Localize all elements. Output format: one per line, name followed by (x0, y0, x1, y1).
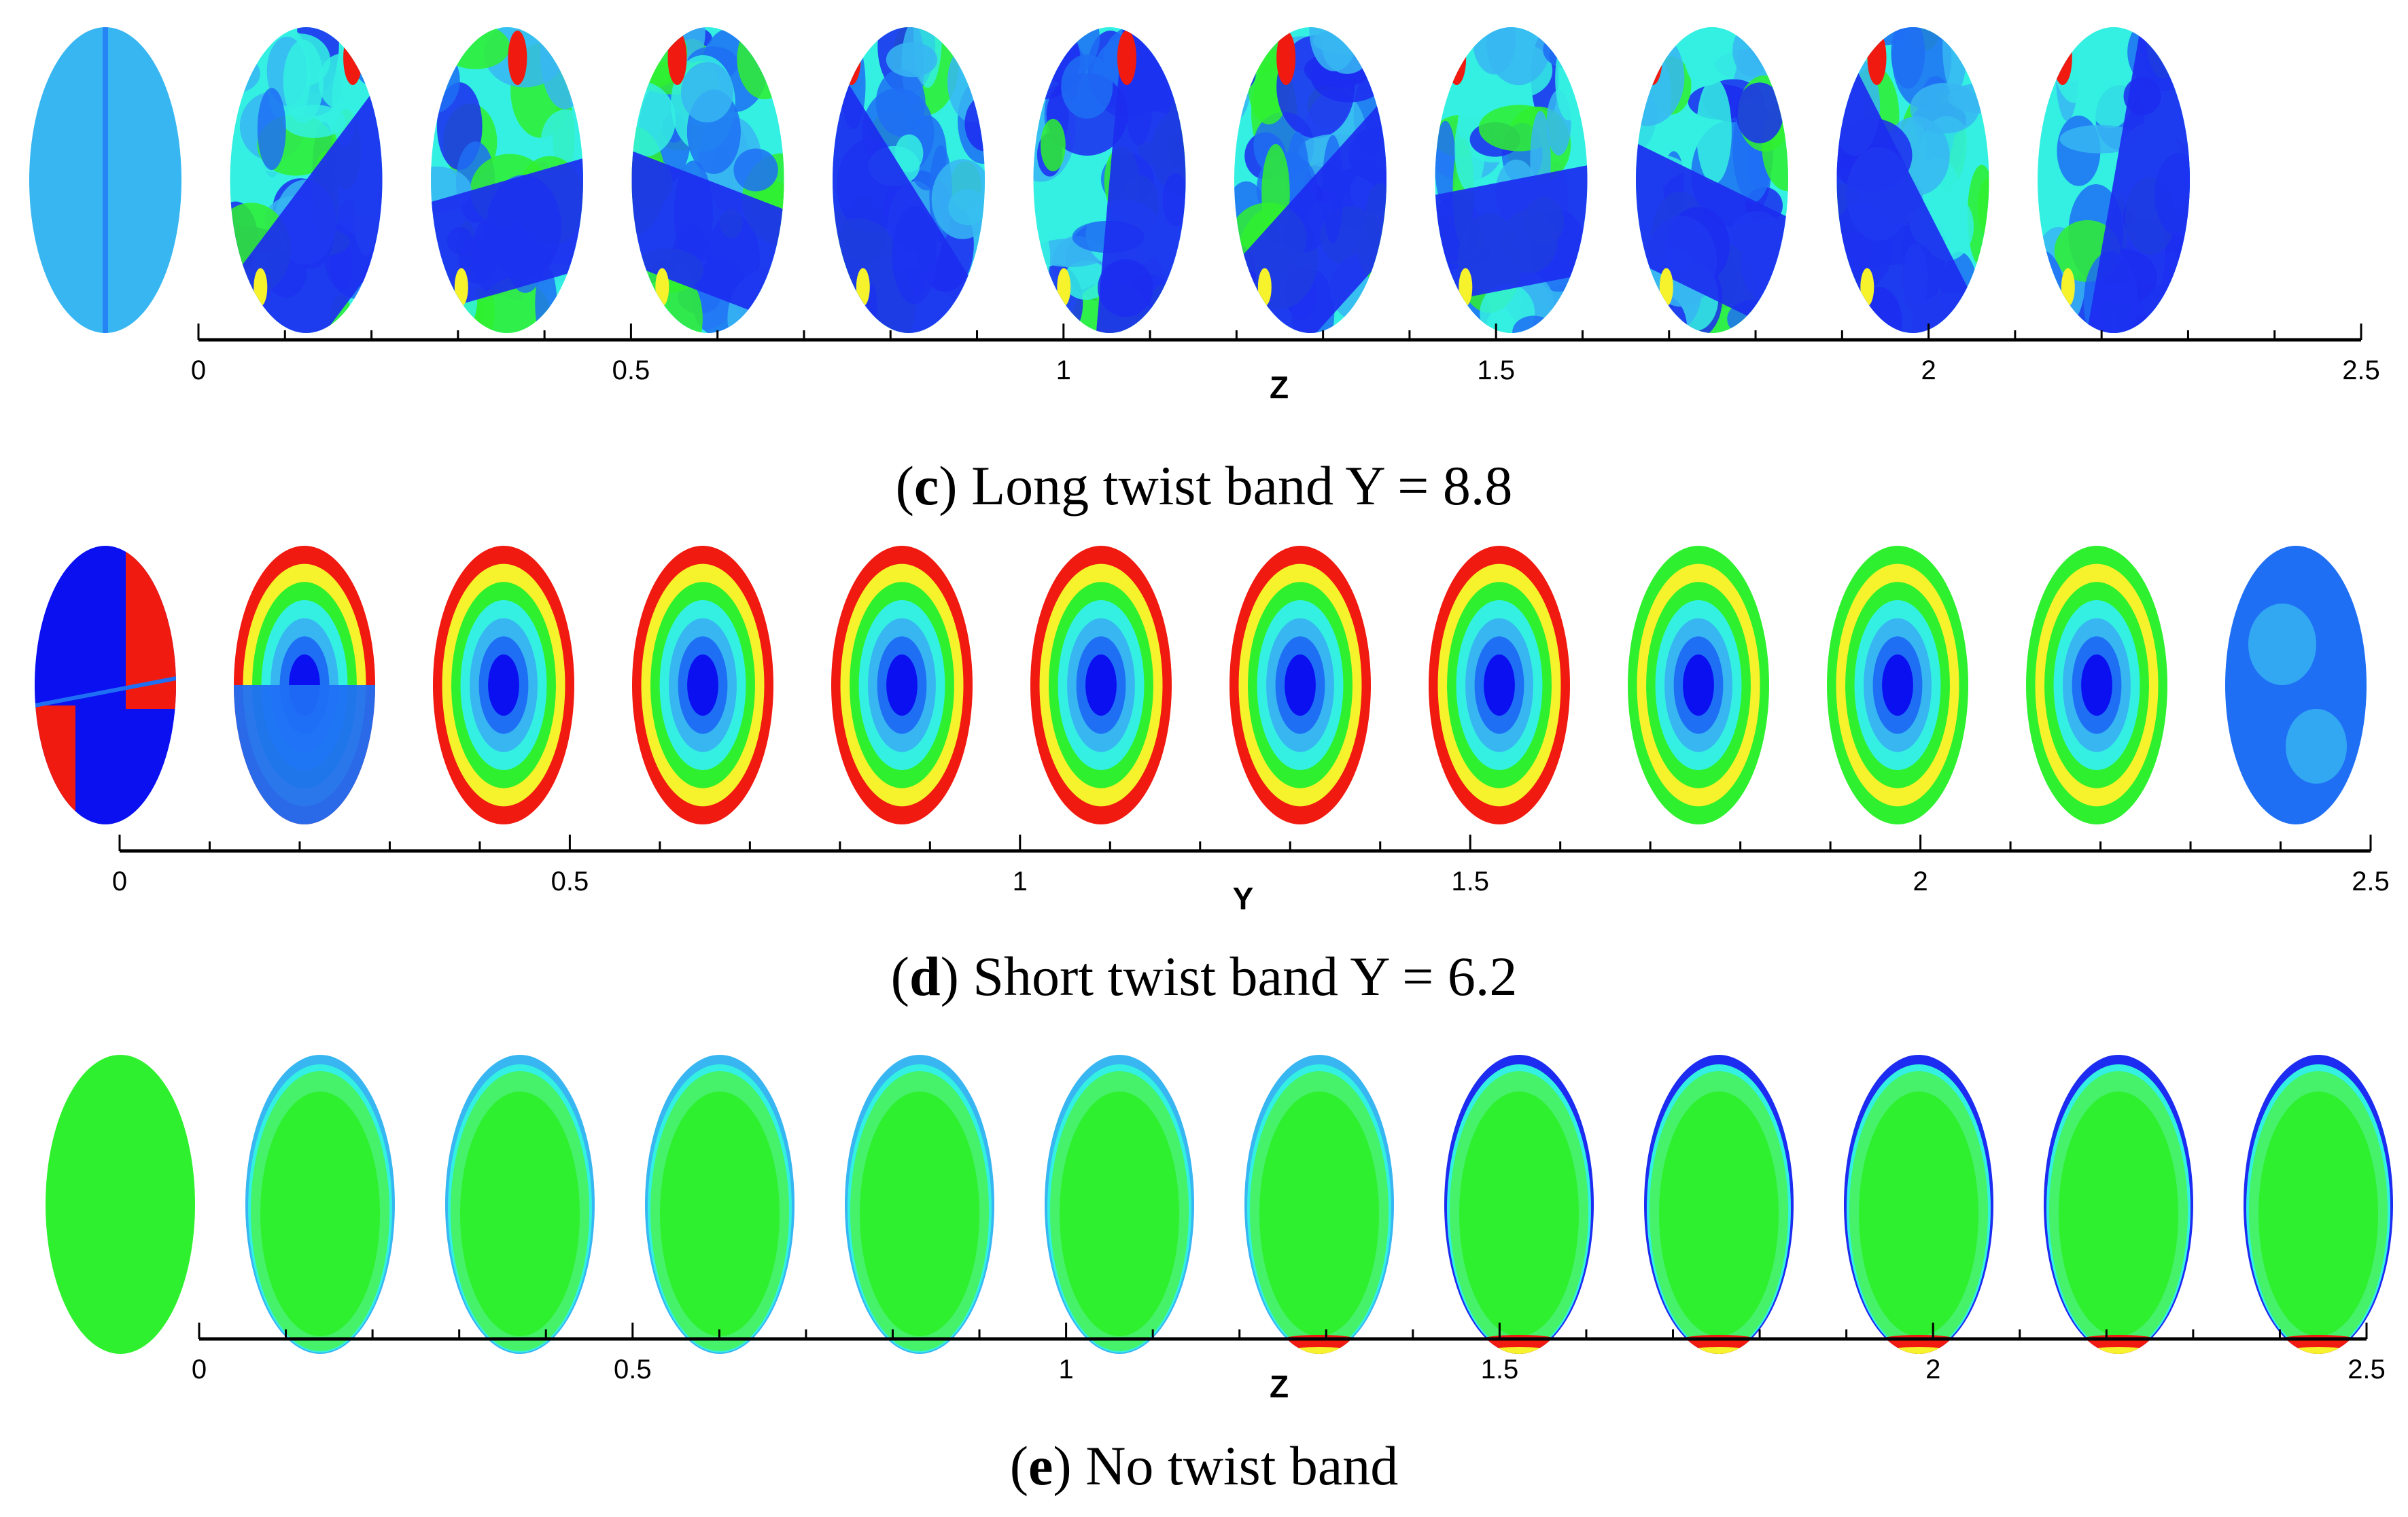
axis-c: 0 0.5 1 1.5 2 2.5 Z (191, 324, 2380, 405)
cross-section (845, 1055, 994, 1354)
tick-label: 0.5 (612, 355, 650, 385)
panel-d-caption: (d) Short twist band Y = 6.2 (890, 945, 1518, 1007)
axis-label: Z (1270, 370, 1289, 405)
panel-d-figure: 0 0.5 1 1.5 2 2.5 Y (35, 546, 2390, 916)
panel-e-figure: 0 0.5 1 1.5 2 2.5 Z (46, 1055, 2393, 1404)
tick-label: 2.5 (2352, 867, 2390, 896)
cross-section (234, 546, 375, 824)
axis-e: 0 0.5 1 1.5 2 2.5 Z (192, 1323, 2386, 1404)
cross-section (833, 27, 985, 333)
cross-section (433, 546, 574, 824)
tick-label: 2.5 (2342, 355, 2380, 385)
cross-section (1844, 1055, 1993, 1354)
tick-label: 1.5 (1481, 1355, 1519, 1384)
cross-section (1030, 546, 1172, 824)
panel-c-caption-letter: c (913, 455, 939, 517)
cross-section (1033, 27, 1186, 333)
panel-e-caption-text: No twist band (1071, 1435, 1399, 1497)
cross-section (29, 27, 181, 333)
panel-e-caption-letter: e (1028, 1435, 1053, 1497)
cross-section (1444, 1055, 1594, 1354)
cross-section (2038, 27, 2190, 333)
panel-c: 0 0.5 1 1.5 2 2.5 Z (c) Long twist band Y = 8.… (0, 0, 2408, 530)
tick-label: 1 (1056, 355, 1071, 385)
panel-d-caption-text: Short twist band Y = 6.2 (958, 945, 1518, 1007)
tick-label: 2 (1925, 1355, 1940, 1384)
tick-label: 0.5 (614, 1355, 652, 1384)
panel-e-caption: (e) No twist band (1009, 1435, 1399, 1497)
panel-c-caption-text: Long twist band Y = 8.8 (957, 455, 1513, 517)
tick-label: 1 (1058, 1355, 1073, 1384)
cross-section (1229, 546, 1371, 824)
axis-d: 0 0.5 1 1.5 2 2.5 Y (112, 835, 2390, 916)
tick-label: 0 (191, 355, 206, 385)
cross-section (645, 1055, 795, 1354)
cross-section (35, 546, 176, 824)
tick-label: 0.5 (551, 867, 589, 896)
cross-section (1628, 546, 1769, 824)
tick-label: 2.5 (2348, 1355, 2386, 1384)
cross-section (2044, 1055, 2193, 1354)
cross-section (2244, 1055, 2393, 1354)
tick-label: 0 (112, 867, 127, 896)
cross-section (1045, 1055, 1194, 1354)
panel-e: 0 0.5 1 1.5 2 2.5 Z (e) No twist band (0, 1019, 2408, 1517)
tick-label: 1.5 (1451, 867, 1489, 896)
axis-label: Z (1270, 1369, 1289, 1404)
cross-section (1827, 546, 1968, 824)
cross-section (245, 1055, 395, 1354)
cross-section (632, 546, 773, 824)
cross-section (2225, 546, 2367, 824)
cross-section (831, 546, 973, 824)
tick-label: 2 (1921, 355, 1936, 385)
cross-section (2026, 546, 2167, 824)
axis-label: Y (1233, 881, 1254, 916)
tick-label: 1.5 (1477, 355, 1515, 385)
panel-d-caption-letter: d (909, 945, 941, 1007)
cross-section (445, 1055, 595, 1354)
panel-c-figure: 0 0.5 1 1.5 2 2.5 Z (29, 27, 2380, 405)
panel-d: 0 0.5 1 1.5 2 2.5 Y (d) Short twist band Y = 6… (0, 537, 2408, 1013)
cross-section (46, 1055, 195, 1354)
tick-label: 2 (1913, 867, 1927, 896)
cross-section (1429, 546, 1570, 824)
cross-section (1644, 1055, 1794, 1354)
cross-section (1244, 1055, 1394, 1354)
panel-c-caption: (c) Long twist band Y = 8.8 (895, 455, 1513, 517)
tick-label: 0 (192, 1355, 207, 1384)
tick-label: 1 (1013, 867, 1028, 896)
